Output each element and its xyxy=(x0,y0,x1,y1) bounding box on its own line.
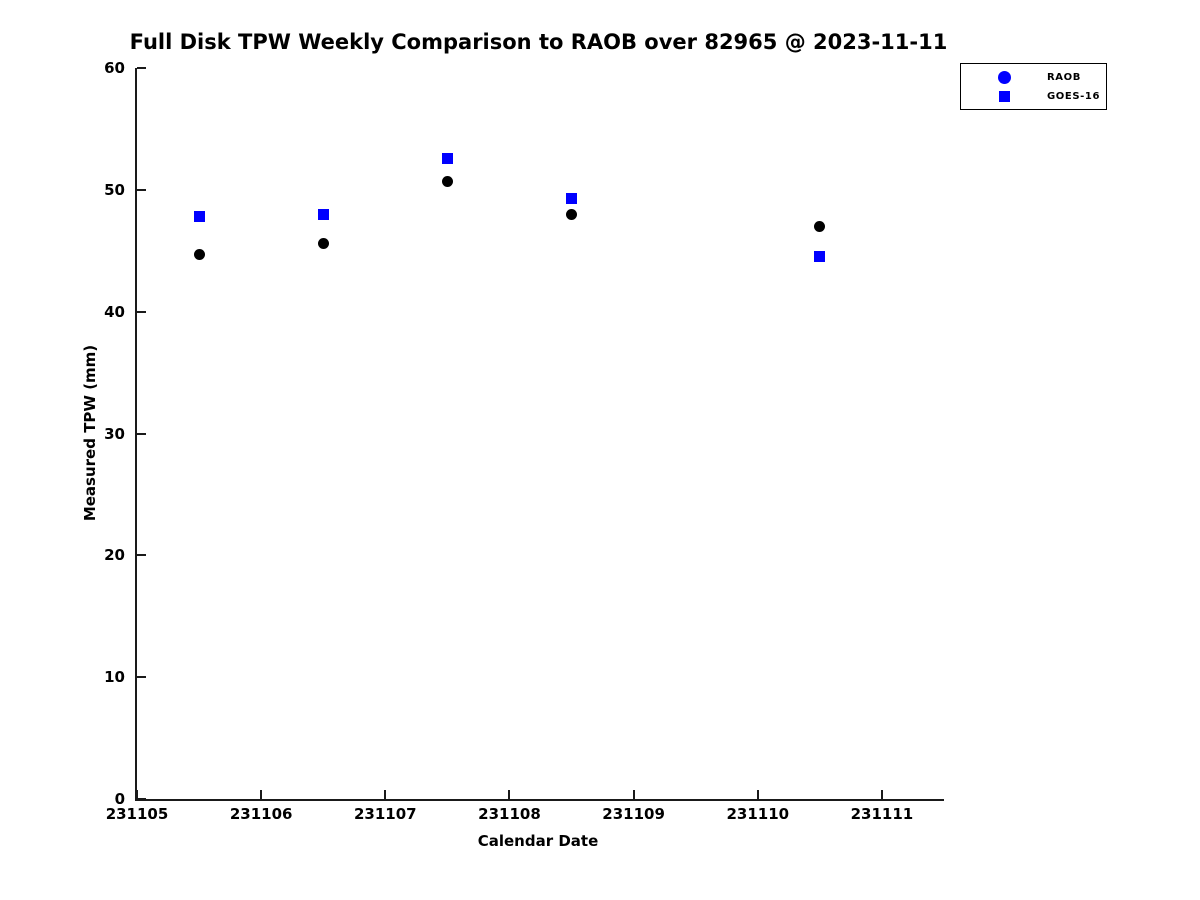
data-point-goes-16 xyxy=(814,251,826,263)
legend: RAOB GOES-16 xyxy=(960,63,1107,110)
data-point-goes-16 xyxy=(317,208,329,220)
data-point-raob xyxy=(441,175,453,187)
x-tick-label: 231110 xyxy=(726,805,790,823)
chart-title: Full Disk TPW Weekly Comparison to RAOB … xyxy=(129,30,948,54)
raob-circle-marker-icon xyxy=(997,70,1011,84)
y-tick-mark xyxy=(137,188,146,191)
data-point-raob xyxy=(566,208,578,220)
y-tick-label: 10 xyxy=(104,668,125,687)
legend-label-raob: RAOB xyxy=(1047,71,1081,83)
x-tick-mark xyxy=(384,790,387,799)
goes-16-square-marker-icon xyxy=(998,90,1010,102)
legend-label-goes-16: GOES-16 xyxy=(1047,90,1101,102)
data-point-raob xyxy=(317,237,329,249)
x-tick-mark xyxy=(508,790,511,799)
x-axis-label: Calendar Date xyxy=(477,832,599,850)
y-tick-mark xyxy=(137,554,146,557)
y-tick-label: 40 xyxy=(104,302,125,321)
data-point-goes-16 xyxy=(566,192,578,204)
plot-area: 231105 231106 231107 231108 231109 231110 2311… xyxy=(104,59,944,823)
x-tick-mark xyxy=(260,790,263,799)
x-tick-label: 231109 xyxy=(602,805,665,823)
x-tick-mark xyxy=(880,790,883,799)
x-tick-mark xyxy=(136,790,138,799)
legend-item-goes-16: GOES-16 xyxy=(961,87,1106,106)
x-tick-label: 231106 xyxy=(229,805,293,823)
y-tick-label: 50 xyxy=(104,180,125,199)
data-point-goes-16 xyxy=(441,152,453,164)
x-tick-label: 231111 xyxy=(850,805,914,823)
y-tick-mark xyxy=(137,310,146,313)
y-tick-label: 20 xyxy=(104,546,125,565)
y-tick-label: 60 xyxy=(104,59,125,77)
x-tick-mark xyxy=(756,790,759,799)
y-tick-label: 30 xyxy=(104,424,125,443)
y-axis-label: Measured TPW (mm) xyxy=(81,344,99,522)
x-tick-label: 231108 xyxy=(478,805,541,823)
y-tick-label: 0 xyxy=(114,790,125,808)
y-tick-mark xyxy=(137,432,146,435)
x-tick-mark xyxy=(632,790,635,799)
x-tick-label: 231107 xyxy=(353,805,417,823)
y-tick-mark xyxy=(137,676,146,679)
data-point-raob xyxy=(814,220,826,232)
y-tick-mark xyxy=(137,798,146,800)
legend-item-raob: RAOB xyxy=(961,68,1106,87)
x-tick-label: 231105 xyxy=(105,805,169,823)
y-tick-mark xyxy=(137,67,146,69)
data-point-goes-16 xyxy=(193,211,205,223)
data-point-raob xyxy=(193,248,205,260)
